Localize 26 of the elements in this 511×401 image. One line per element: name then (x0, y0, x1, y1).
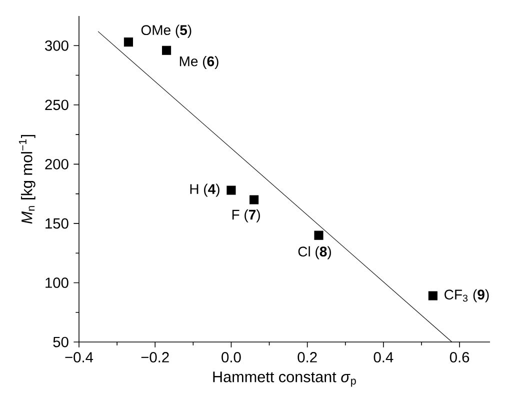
x-tick-label: 0.0 (222, 352, 241, 362)
annotation: H (4) (190, 184, 220, 197)
point (314, 230, 324, 240)
x-tick-label: 0.2 (298, 352, 317, 362)
annotation: Me (6) (180, 56, 218, 70)
point (428, 291, 438, 300)
y-axis-title: M$_{n}$ [kg mol$^{−1}$] (18, 134, 36, 224)
y-tick-label: 200 (45, 159, 68, 170)
point (162, 46, 172, 55)
point (226, 186, 236, 195)
y-tick-label: 250 (45, 100, 68, 110)
y-tick-label: 150 (46, 218, 68, 229)
x-axis-title: Hammett constant σ$_{p}$ (213, 372, 356, 387)
annotation: OMe (5) (141, 24, 192, 38)
point (250, 195, 259, 204)
x-tick-label: 0.4 (374, 352, 394, 362)
x-tick-label: −0.4 (65, 352, 94, 362)
annotation: F (7) (232, 209, 260, 222)
x-tick-label: 0.6 (450, 352, 470, 362)
annotation: Cl (8) (298, 246, 331, 260)
point (124, 38, 134, 47)
y-tick-label: 50 (53, 336, 68, 348)
annotation: CF$_{3}$ (9) (444, 289, 489, 302)
y-tick-label: 100 (46, 278, 68, 288)
x-tick-label: −0.2 (141, 352, 169, 362)
y-tick-label: 300 (45, 40, 68, 51)
